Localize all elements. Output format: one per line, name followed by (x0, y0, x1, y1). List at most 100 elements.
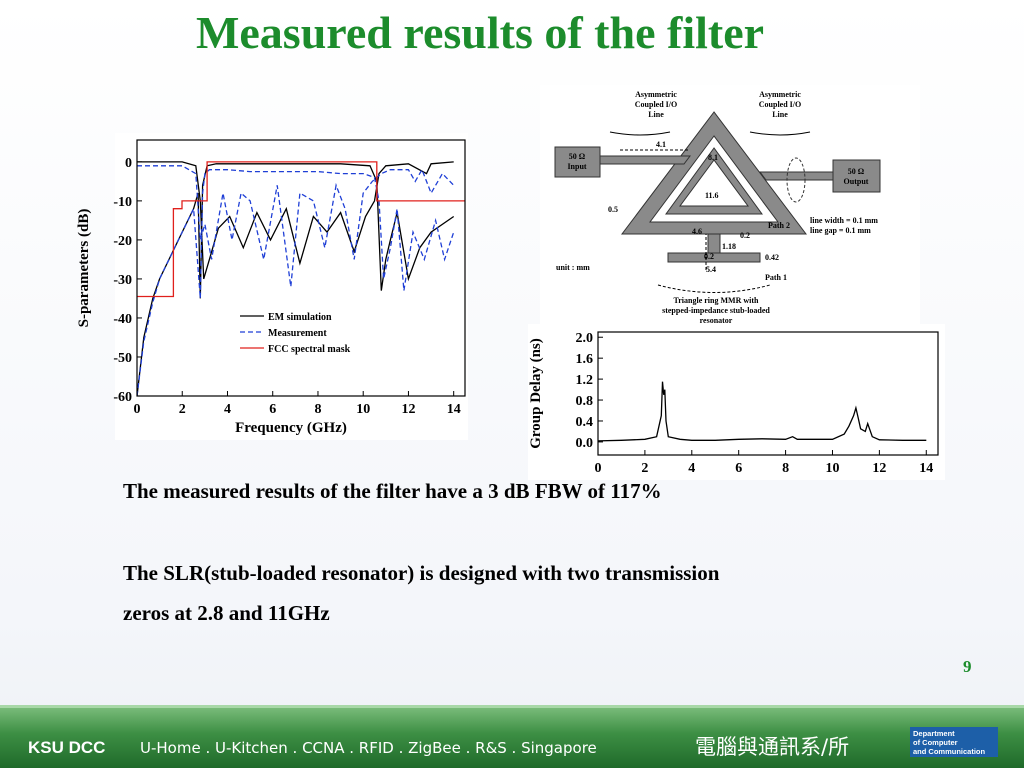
y-axis-label: Group Delay (ns) (528, 338, 544, 449)
label-line: Asymmetric (635, 90, 677, 99)
dept-line: and Communication (913, 747, 986, 756)
path-label: Path 1 (765, 273, 787, 282)
dimension: 1.18 (722, 242, 736, 251)
dimension: 4.1 (656, 140, 666, 149)
x-axis-label: Frequency (GHz) (235, 420, 347, 436)
paragraph-line: zeros at 2.8 and 11GHz (123, 601, 330, 625)
label-line: Line (648, 110, 664, 119)
chart-background (115, 133, 468, 440)
dimension: 5.4 (706, 265, 716, 274)
dimension: 4.6 (692, 227, 702, 236)
dimension: 0.5 (608, 205, 618, 214)
footer: KSU DCC U-Home . U-Kitchen . CCNA . RFID… (0, 705, 1024, 768)
caption-line: stepped-impedance stub-loaded (662, 306, 770, 315)
label-line: 50 Ω (569, 152, 586, 161)
department-cn: 電腦與通訊系/所 (695, 735, 850, 759)
y-tick-label: -30 (113, 273, 132, 288)
x-tick-label: 8 (314, 402, 321, 417)
dimension: 0.2 (740, 231, 750, 240)
dept-line: Department (913, 729, 955, 738)
dimension: 8.1 (708, 153, 718, 162)
x-tick-label: 6 (269, 402, 276, 417)
dept-line: of Computer (913, 738, 958, 747)
label-line: 50 Ω (848, 167, 865, 176)
x-tick-label: 4 (224, 402, 231, 417)
y-tick-label: -50 (113, 351, 132, 366)
paths (620, 149, 771, 293)
output-port (832, 159, 881, 193)
x-tick-label: 12 (872, 461, 886, 476)
label-line: Line (772, 110, 788, 119)
y-tick-label: 1.6 (576, 352, 594, 367)
series-line (598, 381, 927, 442)
line-gap: line gap = 0.1 mm (810, 226, 871, 235)
stub-wide (667, 252, 761, 263)
chart: 0.0 0.4 0.8 1.2 1.6 2.0 0 2 4 6 8 10 12 14 Group Delay… (528, 324, 945, 480)
page-number: 9 (963, 657, 972, 676)
y-tick-label: 2.0 (576, 331, 594, 346)
input-port (554, 146, 601, 178)
x-tick-label: 10 (356, 402, 370, 417)
y-tick-label: 0 (125, 156, 132, 171)
x-tick-label: 12 (401, 402, 415, 417)
x-tick-label: 10 (825, 461, 839, 476)
slide-title: Measured results of the filter (195, 7, 765, 58)
legend-label: FCC spectral mask (268, 344, 351, 355)
y-tick-label: 0.0 (576, 436, 594, 451)
label-line: Input (567, 162, 586, 171)
caption-line: Triangle ring MMR with (674, 296, 760, 305)
dimension: 11.6 (705, 191, 719, 200)
y-tick-label: -60 (113, 390, 132, 405)
y-tick-label: 0.8 (576, 394, 594, 409)
y-tick-label: -20 (113, 234, 132, 249)
x-tick-label: 8 (782, 461, 789, 476)
y-axis-label: S-parameters (dB) (76, 209, 92, 328)
plot (598, 381, 927, 442)
y-tick-label: 1.2 (576, 373, 594, 388)
stub-narrow (707, 233, 721, 255)
plot (137, 161, 465, 396)
dimension: 0.2 (704, 252, 714, 261)
label-line: Asymmetric (759, 90, 801, 99)
braces (609, 131, 811, 136)
series-line (137, 169, 455, 396)
label-line: Output (844, 177, 869, 186)
x-tick-label: 2 (641, 461, 648, 476)
x-tick-label: 14 (447, 402, 461, 417)
y-tick-label: -40 (113, 312, 132, 327)
y-tick-label: -10 (113, 195, 132, 210)
brand: KSU DCC (28, 738, 106, 757)
x-tick-label: 4 (688, 461, 695, 476)
label-line: Coupled I/O (759, 100, 801, 109)
caption-line: resonator (700, 316, 733, 325)
figures: Asymmetric Coupled I/O Line Asymmetric Coup… (76, 85, 945, 480)
paragraph-line: The SLR(stub-loaded resonator) is design… (123, 561, 720, 585)
legend-label: Measurement (268, 328, 327, 339)
paragraph: The measured results of the filter have … (123, 479, 662, 503)
legend-label: EM simulation (268, 312, 332, 323)
ring-hole (679, 159, 749, 207)
plot-frame (136, 139, 466, 397)
unit-label: unit : mm (556, 263, 590, 272)
x-tick-label: 6 (735, 461, 742, 476)
footer-rule (0, 705, 1024, 708)
path-label: Path 2 (768, 221, 790, 230)
x-tick-label: 0 (134, 402, 141, 417)
x-tick-label: 2 (179, 402, 186, 417)
department-en: Department of Computer and Communication (910, 727, 998, 757)
dimension: 0.42 (765, 253, 779, 262)
resonator-diagram: Asymmetric Coupled I/O Line Asymmetric Coup… (540, 85, 920, 335)
chart: 0-10-20-30-40-50-600 2 4 6 8 10 12 14S-paramete… (76, 133, 468, 440)
tagline: U-Home . U-Kitchen . CCNA . RFID . ZigBe… (140, 739, 597, 757)
coupling-mark (786, 157, 806, 203)
series-line (137, 161, 454, 280)
series-line (137, 161, 465, 298)
y-tick-label: 0.4 (576, 415, 594, 430)
coupled-line-right (759, 171, 834, 181)
x-tick-label: 14 (919, 461, 933, 476)
